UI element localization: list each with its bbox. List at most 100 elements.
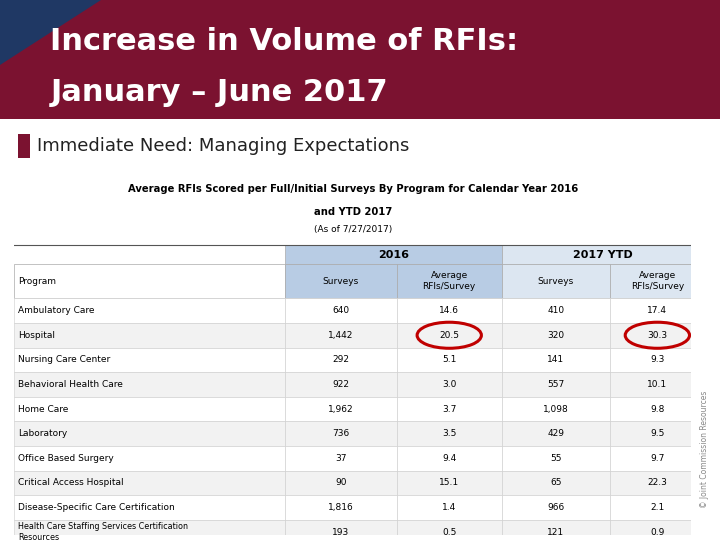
- Text: 2016: 2016: [378, 249, 409, 260]
- Polygon shape: [0, 0, 101, 65]
- Text: 22.3: 22.3: [647, 478, 667, 488]
- Text: 1,098: 1,098: [543, 404, 569, 414]
- Text: 20.5: 20.5: [439, 330, 459, 340]
- FancyBboxPatch shape: [397, 520, 502, 540]
- FancyBboxPatch shape: [397, 298, 502, 323]
- Text: 922: 922: [333, 380, 349, 389]
- FancyBboxPatch shape: [502, 495, 610, 520]
- FancyBboxPatch shape: [14, 264, 285, 298]
- Text: 193: 193: [333, 528, 350, 537]
- FancyBboxPatch shape: [610, 372, 705, 397]
- FancyBboxPatch shape: [14, 495, 285, 520]
- Text: January – June 2017: January – June 2017: [50, 78, 388, 107]
- Text: 9.4: 9.4: [442, 454, 456, 463]
- Text: 55: 55: [550, 454, 562, 463]
- Text: 9.5: 9.5: [650, 429, 665, 438]
- FancyBboxPatch shape: [502, 298, 610, 323]
- Text: 15.1: 15.1: [439, 478, 459, 488]
- FancyBboxPatch shape: [14, 298, 285, 323]
- Text: 10.1: 10.1: [647, 380, 667, 389]
- Text: Ambulatory Care: Ambulatory Care: [18, 306, 94, 315]
- FancyBboxPatch shape: [610, 421, 705, 446]
- FancyBboxPatch shape: [502, 323, 610, 348]
- Text: 429: 429: [547, 429, 564, 438]
- FancyBboxPatch shape: [285, 421, 397, 446]
- Text: 1.4: 1.4: [442, 503, 456, 512]
- FancyBboxPatch shape: [0, 0, 720, 119]
- Text: 966: 966: [547, 503, 564, 512]
- Text: 30.3: 30.3: [647, 330, 667, 340]
- Text: 141: 141: [547, 355, 564, 364]
- Text: 2.1: 2.1: [650, 503, 665, 512]
- FancyBboxPatch shape: [610, 495, 705, 520]
- FancyBboxPatch shape: [502, 421, 610, 446]
- Text: 0.5: 0.5: [442, 528, 456, 537]
- FancyBboxPatch shape: [610, 520, 705, 540]
- FancyBboxPatch shape: [14, 372, 285, 397]
- Text: Program: Program: [18, 276, 55, 286]
- FancyBboxPatch shape: [502, 397, 610, 421]
- FancyBboxPatch shape: [14, 421, 285, 446]
- Text: 1,962: 1,962: [328, 404, 354, 414]
- FancyBboxPatch shape: [397, 421, 502, 446]
- FancyBboxPatch shape: [397, 348, 502, 372]
- FancyBboxPatch shape: [610, 446, 705, 470]
- Text: 736: 736: [333, 429, 350, 438]
- FancyBboxPatch shape: [14, 446, 285, 470]
- FancyBboxPatch shape: [397, 397, 502, 421]
- FancyBboxPatch shape: [610, 470, 705, 495]
- FancyBboxPatch shape: [285, 446, 397, 470]
- Text: 14.6: 14.6: [439, 306, 459, 315]
- FancyBboxPatch shape: [14, 397, 285, 421]
- Text: Laboratory: Laboratory: [18, 429, 67, 438]
- FancyBboxPatch shape: [397, 470, 502, 495]
- Text: Home Care: Home Care: [18, 404, 68, 414]
- FancyBboxPatch shape: [502, 470, 610, 495]
- Text: Surveys: Surveys: [538, 276, 574, 286]
- FancyBboxPatch shape: [502, 264, 610, 298]
- FancyBboxPatch shape: [610, 397, 705, 421]
- Text: Surveys: Surveys: [323, 276, 359, 286]
- FancyBboxPatch shape: [397, 446, 502, 470]
- Text: (As of 7/27/2017): (As of 7/27/2017): [314, 225, 392, 234]
- Text: 0.9: 0.9: [650, 528, 665, 537]
- FancyBboxPatch shape: [14, 348, 285, 372]
- Text: 320: 320: [547, 330, 564, 340]
- Text: 2017 YTD: 2017 YTD: [573, 249, 633, 260]
- Text: and YTD 2017: and YTD 2017: [314, 207, 392, 217]
- FancyBboxPatch shape: [285, 298, 397, 323]
- FancyBboxPatch shape: [285, 372, 397, 397]
- Text: 1,442: 1,442: [328, 330, 354, 340]
- Text: 1,816: 1,816: [328, 503, 354, 512]
- FancyBboxPatch shape: [610, 323, 705, 348]
- FancyBboxPatch shape: [397, 323, 502, 348]
- Text: 292: 292: [333, 355, 349, 364]
- Text: Critical Access Hospital: Critical Access Hospital: [18, 478, 123, 488]
- Text: 3.7: 3.7: [442, 404, 456, 414]
- FancyBboxPatch shape: [285, 348, 397, 372]
- Text: 9.7: 9.7: [650, 454, 665, 463]
- Text: Disease-Specific Care Certification: Disease-Specific Care Certification: [18, 503, 174, 512]
- FancyBboxPatch shape: [502, 245, 705, 264]
- FancyBboxPatch shape: [14, 470, 285, 495]
- FancyBboxPatch shape: [18, 134, 30, 158]
- FancyBboxPatch shape: [610, 348, 705, 372]
- Text: Nursing Care Center: Nursing Care Center: [18, 355, 110, 364]
- FancyBboxPatch shape: [14, 323, 285, 348]
- Text: 90: 90: [336, 478, 347, 488]
- Text: 9.8: 9.8: [650, 404, 665, 414]
- FancyBboxPatch shape: [397, 264, 502, 298]
- FancyBboxPatch shape: [502, 520, 610, 540]
- FancyBboxPatch shape: [285, 495, 397, 520]
- FancyBboxPatch shape: [397, 495, 502, 520]
- Text: 37: 37: [336, 454, 347, 463]
- FancyBboxPatch shape: [610, 298, 705, 323]
- FancyBboxPatch shape: [502, 348, 610, 372]
- FancyBboxPatch shape: [502, 446, 610, 470]
- Text: Behavioral Health Care: Behavioral Health Care: [18, 380, 122, 389]
- FancyBboxPatch shape: [285, 397, 397, 421]
- FancyBboxPatch shape: [285, 470, 397, 495]
- Text: 65: 65: [550, 478, 562, 488]
- FancyBboxPatch shape: [285, 264, 397, 298]
- Text: Health Care Staffing Services Certification
Resources: Health Care Staffing Services Certificat…: [18, 522, 188, 540]
